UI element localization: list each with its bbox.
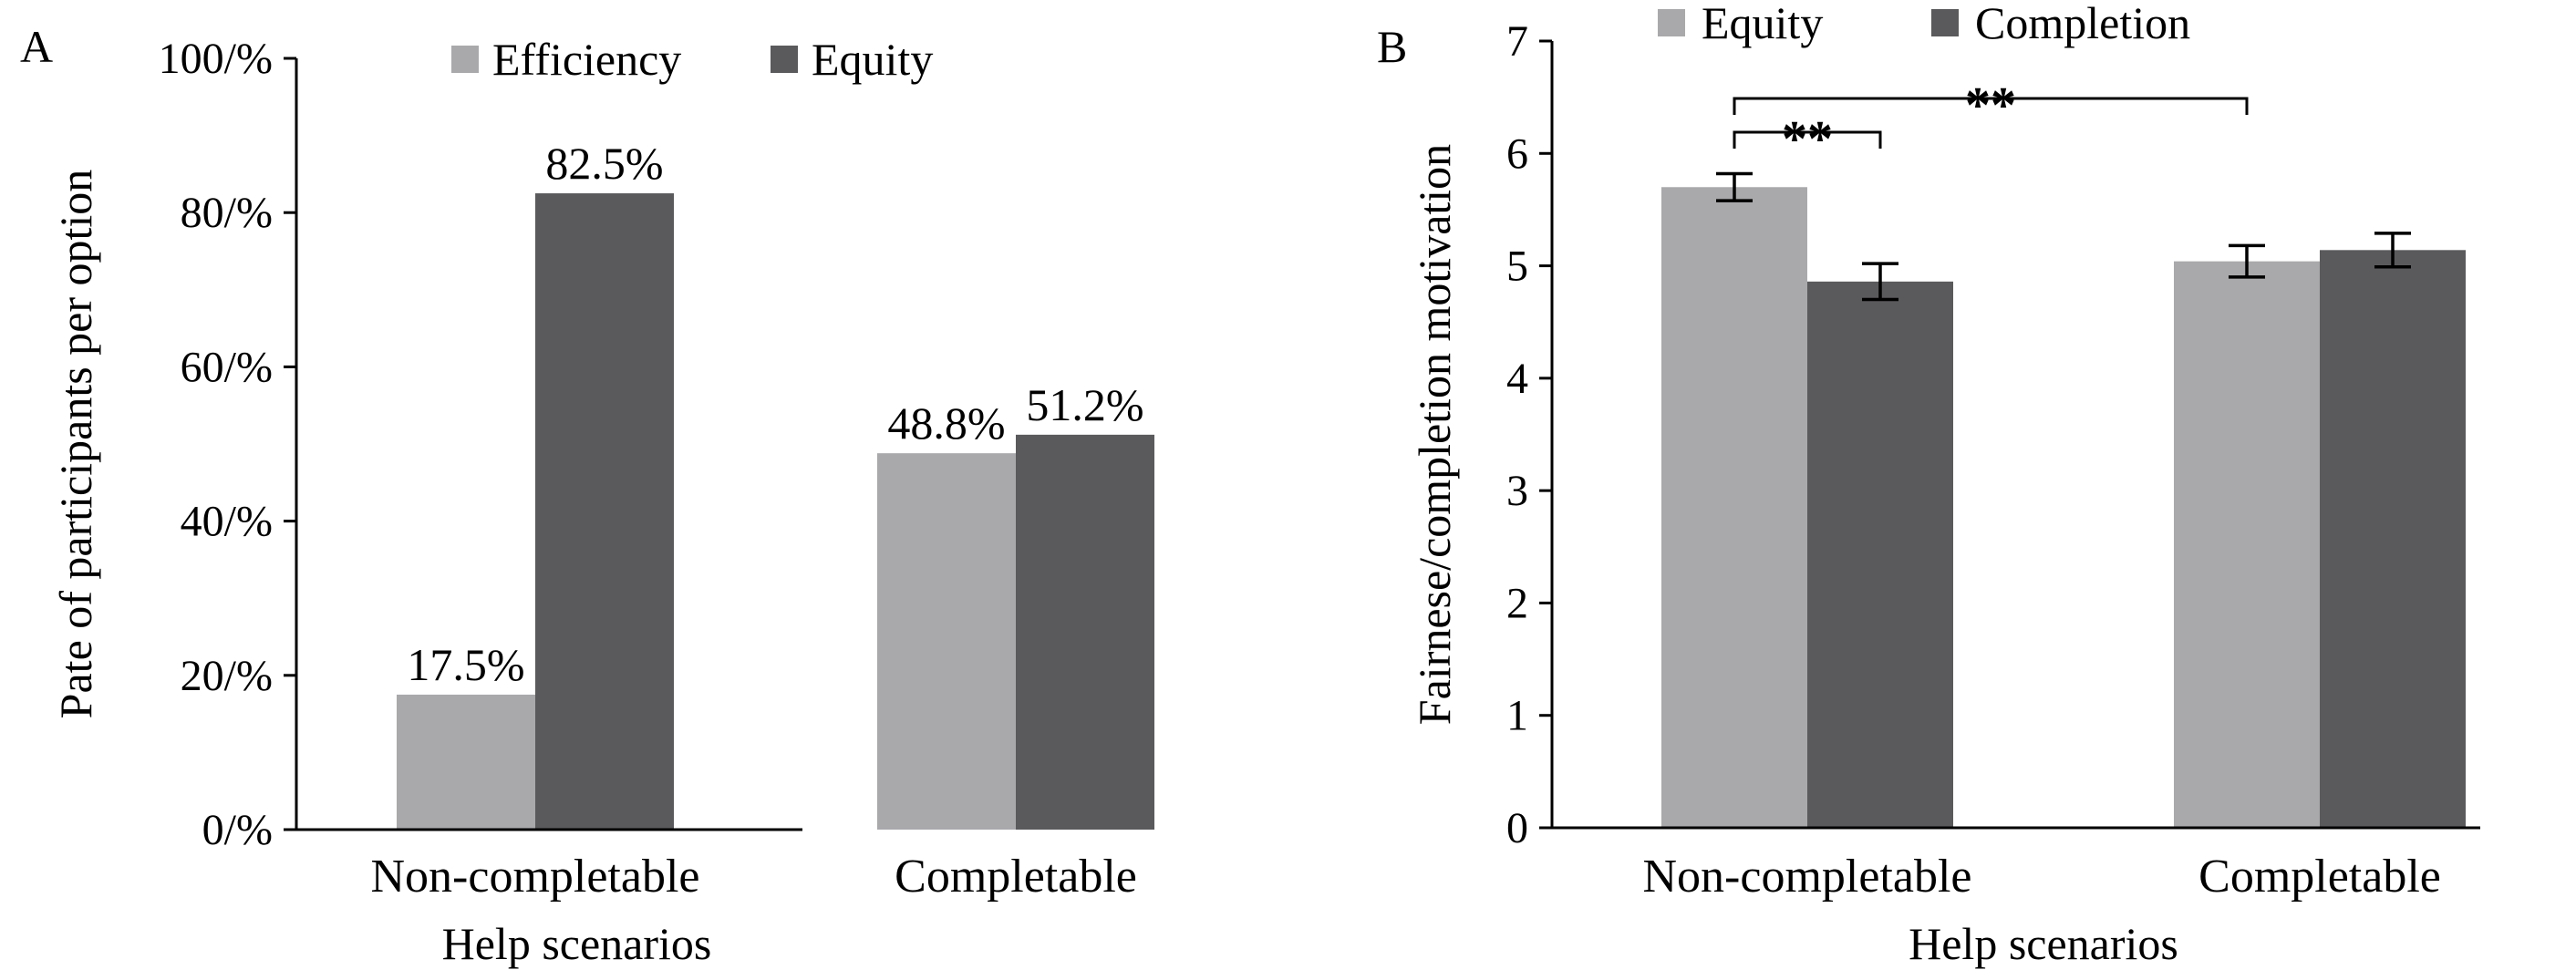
significance-bracket (1733, 130, 1882, 149)
bar (397, 694, 535, 830)
y-tick-label: 7 (1506, 17, 1528, 66)
bar (877, 453, 1016, 830)
y-axis-title: Fairnese/completion motivation (1409, 144, 1460, 725)
y-tick-label: 2 (1506, 579, 1528, 627)
bar (2174, 261, 2320, 828)
error-bar (2229, 243, 2265, 279)
y-tick-label: 4 (1506, 355, 1528, 403)
significance-label: ** (1782, 111, 1833, 168)
significance-bracket (1733, 97, 2249, 115)
x-axis-title: Help scenarios (1909, 918, 2178, 969)
y-tick-label: 100/% (159, 35, 273, 83)
panel-a: A 17.5% 48.8% 82.5% 51.2% 0/% 20/% 40/% 60/% 80/%… (20, 21, 1154, 969)
y-tick-label: 5 (1506, 242, 1528, 291)
y-tick-label: 3 (1506, 467, 1528, 515)
x-tick-label: Completable (2198, 851, 2441, 903)
y-tick-label: 1 (1506, 692, 1528, 740)
data-label: 17.5% (407, 639, 524, 690)
legend-label: Equity (812, 34, 933, 85)
x-tick-label: Non-completable (1643, 851, 1972, 903)
y-tick-label: 60/% (181, 343, 273, 391)
bar (1661, 187, 1807, 828)
y-tick-label: 6 (1506, 129, 1528, 178)
x-axis-title: Help scenarios (442, 918, 712, 969)
data-label: 48.8% (887, 397, 1005, 449)
error-bar (1716, 171, 1753, 202)
panel-label: A (20, 21, 53, 72)
data-label: 51.2% (1026, 379, 1143, 430)
legend-swatch (451, 46, 479, 73)
bar (535, 193, 674, 831)
legend-swatch (771, 46, 798, 73)
y-tick-label: 20/% (181, 652, 273, 700)
y-tick-label: 40/% (181, 498, 273, 546)
bar (1016, 434, 1154, 830)
bar (1807, 281, 1953, 828)
error-bar (2374, 232, 2411, 269)
data-label: 82.5% (545, 138, 663, 189)
error-bar (1862, 262, 1898, 302)
y-axis-title: Pate of participants per option (50, 170, 101, 719)
y-tick-label: 80/% (181, 189, 273, 237)
y-tick-label: 0/% (202, 806, 273, 854)
panel-label: B (1377, 21, 1407, 72)
y-tick-label: 0 (1506, 804, 1528, 852)
legend-label: Completion (1975, 0, 2190, 48)
x-tick-label: Non-completable (371, 851, 700, 903)
legend-label: Efficiency (492, 34, 681, 85)
legend-label: Equity (1702, 0, 1823, 48)
x-tick-label: Completable (895, 851, 1137, 903)
bar (2320, 250, 2466, 829)
significance-label: ** (1965, 77, 2016, 134)
legend-swatch (1931, 9, 1959, 36)
panel-b: B 0 1 2 3 4 5 6 7 Non-completable Completable Help … (1377, 0, 2480, 969)
legend-swatch (1658, 9, 1685, 36)
